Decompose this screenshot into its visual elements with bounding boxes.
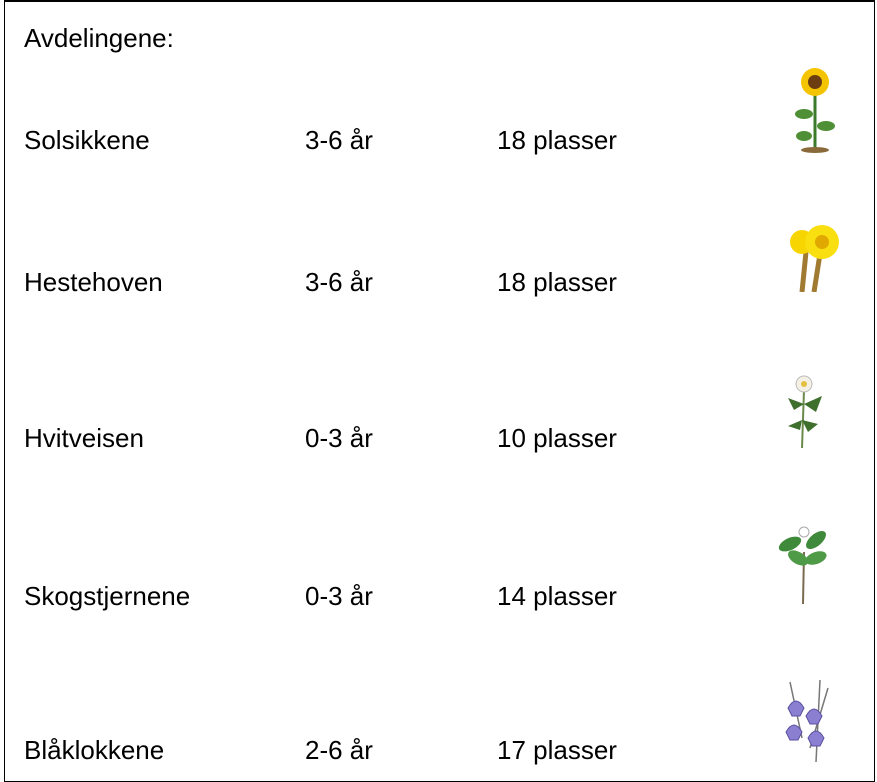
age-range: 3-6 år (305, 267, 373, 297)
department-name: Hvitveisen (24, 423, 144, 453)
places: 18 plasser (497, 125, 617, 155)
department-name: Solsikkene (24, 125, 150, 155)
places: 18 plasser (497, 267, 617, 297)
harebell-icon (785, 679, 829, 763)
department-name: Blåklokkene (24, 735, 165, 765)
sunflower-icon (795, 68, 835, 153)
age-range: 3-6 år (305, 125, 373, 155)
anemone-icon (788, 375, 822, 449)
title: Avdelingene: (24, 23, 174, 53)
age-range: 0-3 år (305, 423, 373, 453)
places: 14 plasser (497, 581, 617, 611)
department-name: Skogstjernene (24, 581, 191, 611)
chickweed-wintergreen-icon (778, 526, 827, 605)
age-range: 0-3 år (305, 581, 373, 611)
document-frame (4, 0, 875, 782)
age-range: 2-6 år (305, 735, 373, 765)
places: 17 plasser (497, 735, 617, 765)
department-name: Hestehoven (24, 267, 163, 297)
coltsfoot-icon (790, 225, 839, 292)
places: 10 plasser (497, 423, 617, 453)
